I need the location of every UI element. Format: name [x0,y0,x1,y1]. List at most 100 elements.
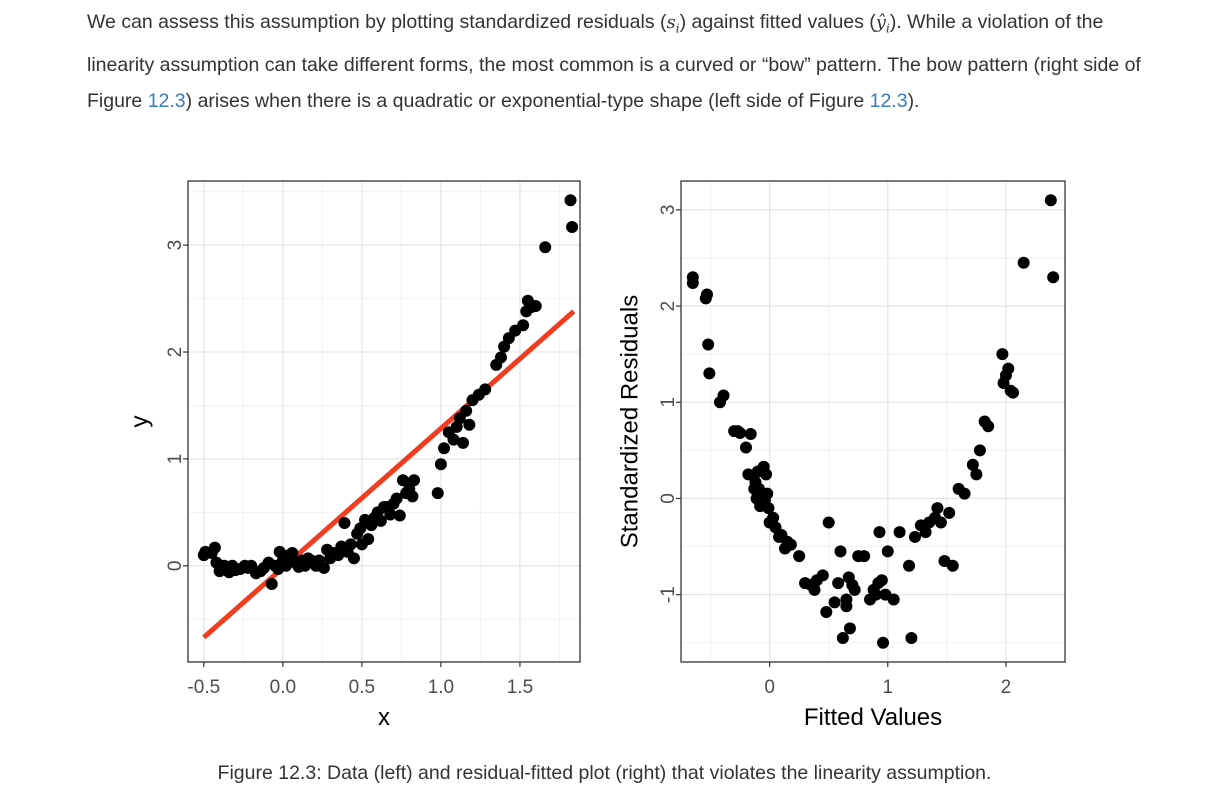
data-point [265,577,278,590]
x-tick-label: 1 [882,677,893,698]
x-tick-label: 1.0 [428,677,454,698]
figure-link[interactable]: 12.3 [147,89,186,112]
y-tick-label: 3 [658,205,679,216]
data-point [702,338,715,351]
panel-border [187,180,581,663]
data-point [362,533,375,546]
x-tick-label: 2 [1001,677,1012,698]
x-tick-label: 1.5 [507,677,533,698]
data-point [344,538,357,551]
data-point [564,194,577,207]
data-point [848,583,861,596]
data-point [529,300,542,313]
y-tick-label: 0 [165,561,186,572]
data-point [836,631,849,644]
math-y-hat-i: ŷi [875,12,890,36]
y-tick-label: -1 [658,586,679,603]
data-point [384,508,397,521]
data-point [762,502,775,515]
y-tick-label: 2 [165,347,186,358]
data-point [761,487,774,500]
data-point [946,559,959,572]
data-point [208,541,221,554]
data-point [734,427,747,440]
data-point [434,458,447,471]
data-point [447,433,460,446]
data-point [700,288,713,301]
data-point [877,636,890,649]
data-point [438,442,451,455]
data-point [742,468,755,481]
paragraph-text: We can assess this assumption by plottin… [87,11,667,33]
data-point [869,588,882,601]
figure-link[interactable]: 12.3 [869,89,908,112]
data-point [943,506,956,519]
y-tick-label: 1 [165,454,186,465]
data-point [460,404,473,417]
data-point [828,596,841,609]
data-point [908,530,921,543]
data-point [390,492,403,505]
data-point [760,468,773,481]
data-point [406,490,419,503]
data-point [931,502,944,515]
data-point [966,458,979,471]
data-point [934,516,947,529]
data-point [893,526,906,539]
y-axis-label: y [126,416,153,428]
math-s-i: si [666,12,680,36]
data-point [539,241,552,254]
data-point [881,545,894,558]
x-axis-label: x [378,704,390,731]
paragraph-text: ). While a violation of the linearity as… [87,11,1141,112]
data-point [1047,271,1060,284]
data-point [840,593,853,606]
data-point [784,538,797,551]
data-point [744,428,757,441]
data-point [286,546,299,559]
data-point [832,577,845,590]
data-point [767,511,780,524]
data-point [973,444,986,457]
data-point [858,550,871,563]
x-tick-label: 0.5 [349,677,375,698]
paragraph-text: ). [907,89,920,112]
regression-line [202,309,576,640]
data-point [1007,386,1020,399]
data-point [347,552,360,565]
data-point [822,516,835,529]
data-point [280,559,292,572]
data-point [875,574,888,587]
data-point [905,631,918,644]
panel-border [680,180,1066,663]
x-tick-label: 0.0 [270,677,296,698]
data-point [843,622,856,635]
data-point [834,545,847,558]
data-point [717,389,730,402]
data-point [317,561,330,574]
data-point [958,487,971,500]
data-point [463,418,476,431]
y-tick-label: 1 [658,397,679,408]
data-point [566,220,579,233]
data-point [431,487,444,500]
data-point [996,348,1009,361]
data-point [479,383,492,396]
data-point [739,441,752,454]
data-point [517,319,530,332]
data-point [1002,362,1015,375]
data-point [393,509,406,522]
data-point [873,526,886,539]
data-point [1017,256,1030,269]
x-axis-label: Fitted Values [804,704,942,731]
y-tick-label: 2 [658,301,679,312]
data-point [408,474,421,487]
data-point [686,276,699,289]
data-point [919,526,932,539]
data-point [982,420,995,433]
data-point [374,514,387,527]
y-tick-label: 3 [165,240,186,251]
paragraph-text: ) arises when there is a quadratic or ex… [185,89,870,112]
paragraph-text: ) against fitted values ( [679,11,876,33]
x-tick-label: -0.5 [187,677,220,698]
